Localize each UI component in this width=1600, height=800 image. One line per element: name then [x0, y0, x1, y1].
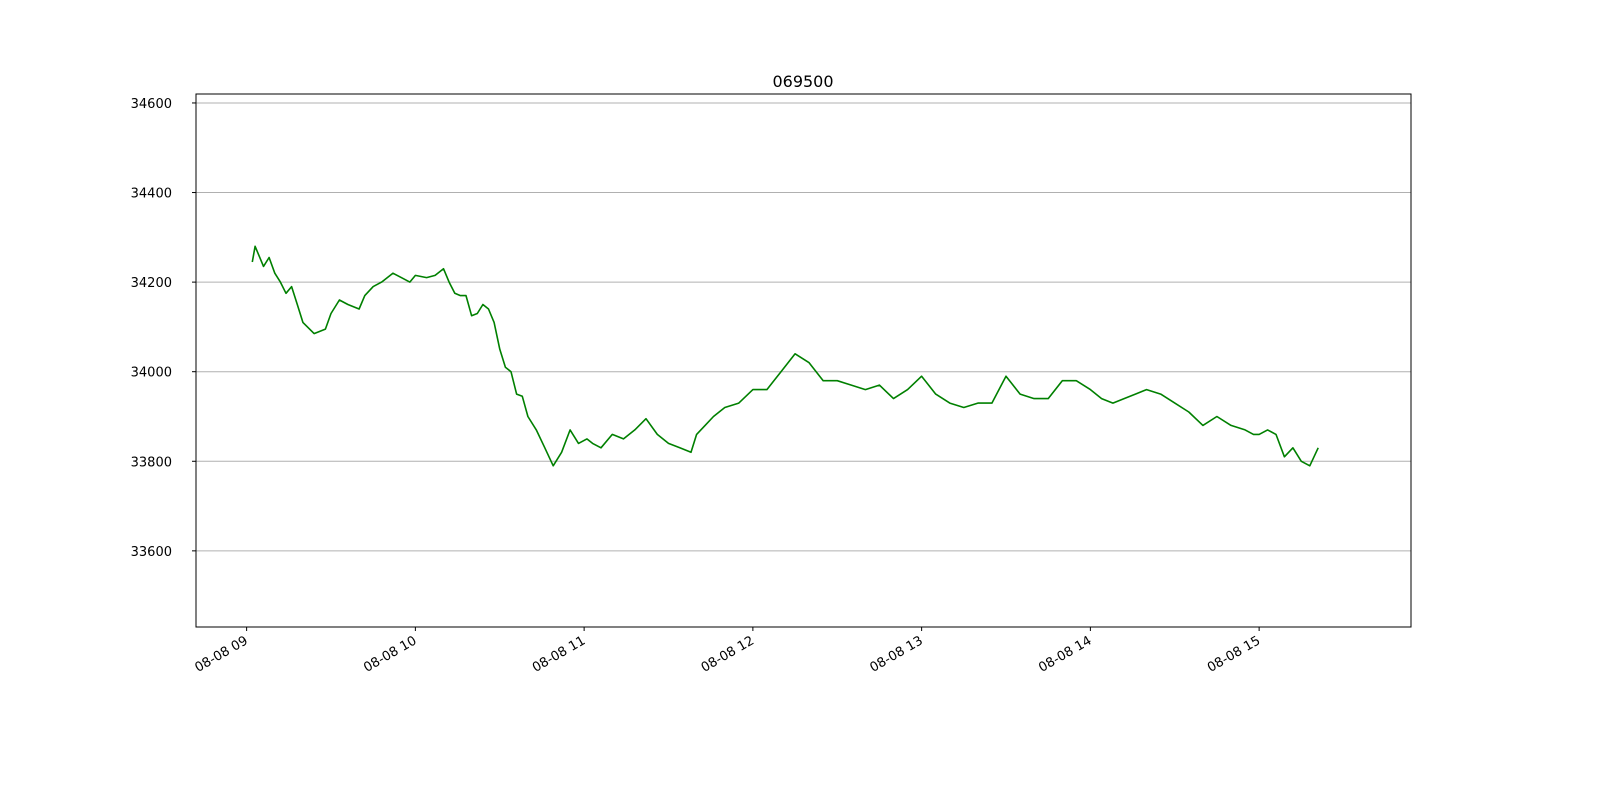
grid-lines — [196, 102, 1411, 552]
chart-title: 069500 — [772, 72, 833, 91]
y-tick-label: 34000 — [131, 366, 172, 381]
y-tick-label: 33800 — [131, 455, 172, 470]
y-axis: 33600 33800 34000 34200 34400 34600 — [131, 97, 196, 560]
y-tick-label: 34400 — [131, 187, 172, 202]
y-tick-label: 33600 — [131, 545, 172, 560]
y-tick-label: 34200 — [131, 276, 172, 291]
series-line — [251, 245, 1319, 467]
plot-area-frame — [195, 93, 1412, 628]
series-layer — [251, 245, 1319, 467]
y-tick-label: 34600 — [131, 97, 172, 112]
